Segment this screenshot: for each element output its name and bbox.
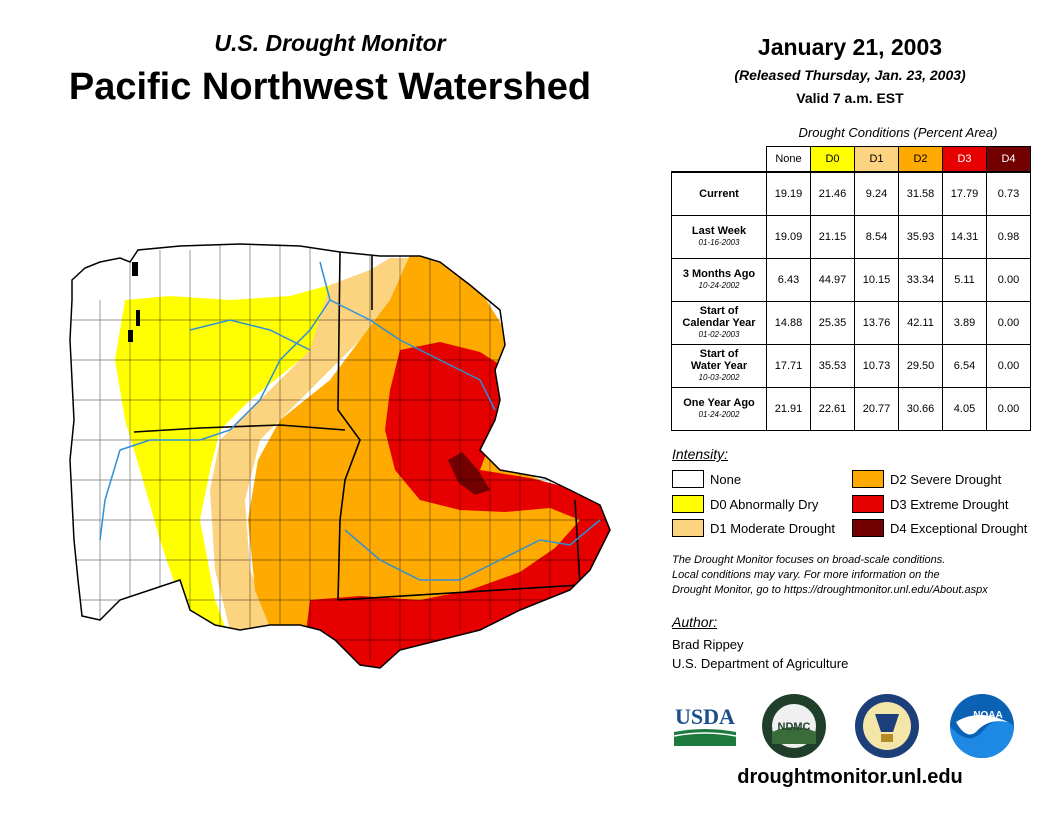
column-header-d2: D2 [898, 146, 943, 173]
table-cell: 0.00 [986, 300, 1031, 345]
legend-item-d0: D0 Abnormally Dry [672, 495, 818, 513]
author-organization: U.S. Department of Agriculture [672, 656, 849, 671]
table-cell: 6.43 [766, 257, 811, 302]
about-link[interactable]: Drought Monitor, go to https://droughtmo… [672, 584, 988, 596]
column-header-d4: D4 [986, 146, 1031, 173]
legend-swatch [672, 470, 704, 488]
legend-item-d4: D4 Exceptional Drought [852, 519, 1027, 537]
author-label: Author: [672, 614, 718, 630]
row-label: One Year Ago 01-24-2002 [671, 386, 767, 431]
d0-area [115, 285, 340, 640]
table-cell: 13.76 [854, 300, 899, 345]
table-cell: 21.15 [810, 214, 855, 259]
table-row: 3 Months Ago 10-24-2002 6.43 44.97 10.15 33.3… [671, 257, 1031, 302]
table-cell: 0.00 [986, 257, 1031, 302]
d3-area [300, 342, 610, 668]
svg-text:NOAA: NOAA [973, 710, 1002, 721]
table-row: Start of Water Year 10-03-2002 17.71 35.53 10… [671, 343, 1031, 388]
table-cell: 22.61 [810, 386, 855, 431]
column-header-none: None [766, 146, 811, 173]
legend-swatch [852, 470, 884, 488]
table-corner [672, 147, 767, 173]
table-cell: 0.73 [986, 171, 1031, 216]
table-cell: 3.89 [942, 300, 987, 345]
table-cell: 42.11 [898, 300, 943, 345]
column-header-d0: D0 [810, 146, 855, 173]
legend-swatch [852, 495, 884, 513]
county-boundaries [70, 245, 610, 660]
table-row: Last Week 01-16-2003 19.09 21.15 8.54 35.93 14… [671, 214, 1031, 259]
region-outline [69, 243, 611, 669]
table-cell: 0.00 [986, 343, 1031, 388]
disclaimer-note: The Drought Monitor focuses on broad-sca… [672, 553, 1042, 598]
row-label: 3 Months Ago 10-24-2002 [671, 257, 767, 302]
table-cell: 31.58 [898, 171, 943, 216]
legend-title: Intensity: [672, 446, 729, 462]
table-row: Current 19.19 21.46 9.24 31.58 17.79 0.73 [671, 171, 1031, 216]
table-cell: 19.19 [766, 171, 811, 216]
table-cell: 14.31 [942, 214, 987, 259]
legend-swatch [672, 495, 704, 513]
drought-conditions-table: None D0 D1 D2 D3 D4 Current 19.19 21.46 9.2… [671, 146, 1031, 431]
noaa-logo: NOAA [950, 694, 1014, 758]
row-label: Last Week 01-16-2003 [671, 214, 767, 259]
legend-swatch [672, 519, 704, 537]
table-cell: 0.98 [986, 214, 1031, 259]
table-cell: 44.97 [810, 257, 855, 302]
table-cell: 19.09 [766, 214, 811, 259]
legend-swatch [852, 519, 884, 537]
rivers [99, 261, 601, 581]
svg-text:NDMC: NDMC [778, 721, 811, 733]
table-cell: 29.50 [898, 343, 943, 388]
legend-item-d1: D1 Moderate Drought [672, 519, 835, 537]
legend-item-none: None [672, 470, 741, 488]
website-link[interactable]: droughtmonitor.unl.edu [737, 766, 963, 788]
svg-text:USDA: USDA [675, 704, 735, 729]
table-cell: 4.05 [942, 386, 987, 431]
drought-layers [70, 244, 610, 668]
table-cell: 5.11 [942, 257, 987, 302]
row-label: Current [671, 171, 767, 216]
table-cell: 8.54 [854, 214, 899, 259]
drought-map [69, 243, 611, 669]
table-cell: 30.66 [898, 386, 943, 431]
map-date: January 21, 2003 [757, 34, 943, 60]
table-header-row: None D0 D1 D2 D3 D4 [672, 146, 1031, 173]
d4-area [448, 452, 490, 495]
table-cell: 21.46 [810, 171, 855, 216]
table-cell: 21.91 [766, 386, 811, 431]
table-caption: Drought Conditions (Percent Area) [798, 125, 998, 140]
ndmc-logo: NDMC [762, 694, 826, 758]
author-name: Brad Rippey [672, 637, 744, 652]
table-cell: 0.00 [986, 386, 1031, 431]
table-cell: 35.53 [810, 343, 855, 388]
legend-item-d3: D3 Extreme Drought [852, 495, 1009, 513]
row-label: Start of Water Year 10-03-2002 [671, 343, 767, 388]
table-cell: 25.35 [810, 300, 855, 345]
table-row: One Year Ago 01-24-2002 21.91 22.61 20.77 30.… [671, 386, 1031, 431]
valid-time: Valid 7 a.m. EST [796, 90, 904, 106]
table-cell: 17.71 [766, 343, 811, 388]
table-cell: 10.15 [854, 257, 899, 302]
table-cell: 17.79 [942, 171, 987, 216]
table-cell: 20.77 [854, 386, 899, 431]
page-title: Pacific Northwest Watershed [68, 66, 592, 108]
header-subtitle: U.S. Drought Monitor [214, 30, 446, 56]
table-cell: 14.88 [766, 300, 811, 345]
table-cell: 10.73 [854, 343, 899, 388]
column-header-d3: D3 [942, 146, 987, 173]
column-header-d1: D1 [854, 146, 899, 173]
table-row: Start of Calendar Year 01-02-2003 14.88 25.3… [671, 300, 1031, 345]
table-cell: 6.54 [942, 343, 987, 388]
commerce-logo [855, 694, 919, 758]
row-label: Start of Calendar Year 01-02-2003 [671, 300, 767, 345]
legend-item-d2: D2 Severe Drought [852, 470, 1001, 488]
table-cell: 9.24 [854, 171, 899, 216]
release-date: (Released Thursday, Jan. 23, 2003) [734, 67, 966, 83]
table-cell: 33.34 [898, 257, 943, 302]
puget-sound-islands [128, 262, 140, 342]
usda-logo: USDA [673, 704, 737, 746]
table-cell: 35.93 [898, 214, 943, 259]
